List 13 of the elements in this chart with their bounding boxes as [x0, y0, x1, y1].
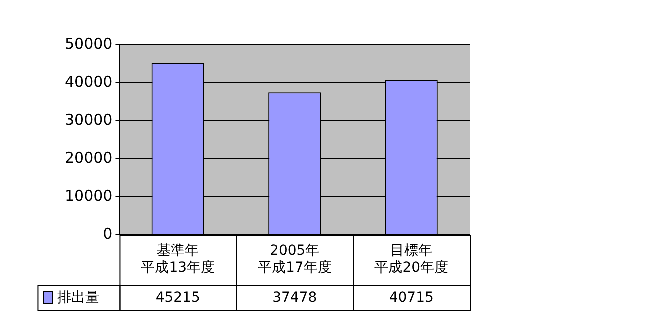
x-tick-label: 基準年平成13年度 [141, 243, 216, 276]
data-label: 45215 [156, 290, 200, 306]
data-label: 37478 [272, 290, 318, 306]
legend-label: 排出量 [58, 290, 100, 306]
data-label: 40715 [389, 290, 434, 306]
y-tick-label: 20000 [65, 148, 113, 167]
x-tick-label: 目標年平成20年度 [374, 243, 449, 276]
x-tick-label: 2005年平成17年度 [258, 243, 332, 276]
y-tick-label: 50000 [65, 34, 113, 53]
y-tick-label: 40000 [65, 72, 113, 91]
y-tick-label: 30000 [65, 110, 113, 129]
y-tick-label: 0 [103, 224, 113, 243]
y-tick-label: 10000 [65, 186, 113, 205]
